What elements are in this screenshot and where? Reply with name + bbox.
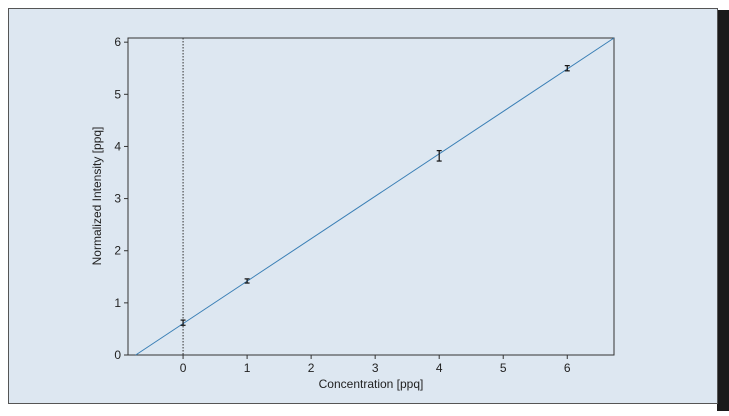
y-tick-label: 5 xyxy=(114,87,121,101)
y-tick-label: 6 xyxy=(114,35,121,49)
x-tick-label: 0 xyxy=(180,361,187,375)
y-tick-label: 2 xyxy=(114,244,121,258)
y-tick-label: 4 xyxy=(114,139,121,153)
y-axis-label: Normalized Intensity [ppq] xyxy=(90,127,104,266)
x-axis-label: Concentration [ppq] xyxy=(319,377,424,391)
y-tick-label: 3 xyxy=(114,192,121,206)
x-tick-label: 5 xyxy=(500,361,507,375)
fit-line xyxy=(135,37,615,356)
y-tick-label: 1 xyxy=(114,296,121,310)
panel-shadow xyxy=(717,10,729,411)
x-tick-label: 2 xyxy=(308,361,315,375)
x-tick-label: 4 xyxy=(436,361,443,375)
error-point xyxy=(180,319,186,326)
plot-frame xyxy=(127,37,615,356)
x-tick-label: 3 xyxy=(372,361,379,375)
x-tick-label: 1 xyxy=(244,361,251,375)
y-tick-label: 0 xyxy=(114,348,121,362)
error-point xyxy=(244,278,250,284)
panel xyxy=(8,8,718,404)
error-point xyxy=(436,150,442,162)
x-tick-label: 6 xyxy=(564,361,571,375)
error-point xyxy=(564,65,570,72)
